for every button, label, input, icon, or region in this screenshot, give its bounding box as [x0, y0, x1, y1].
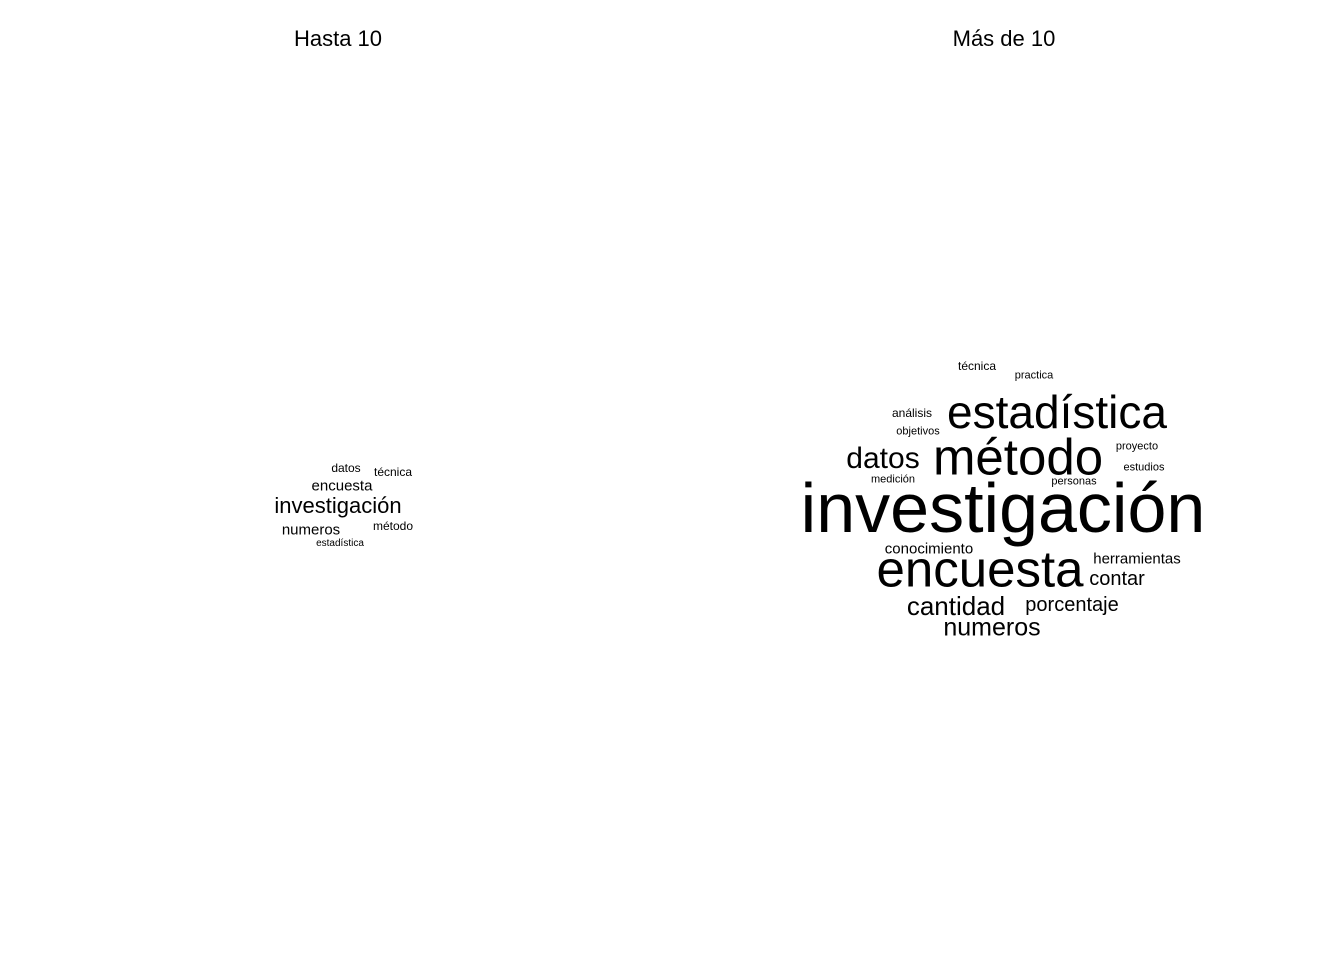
word-right-14: objetivos [896, 425, 940, 438]
word-right-1: método [932, 428, 1104, 486]
word-right-12: análisis [891, 406, 933, 420]
panel-title-left: Hasta 10 [293, 26, 383, 51]
wordcloud-left: investigación encuesta numeros datos técnica… [274, 461, 414, 549]
word-left-0: investigación [274, 493, 402, 518]
word-right-7: porcentaje [1025, 594, 1119, 616]
word-left-4: técnica [373, 465, 413, 479]
word-right-6: numeros [943, 613, 1041, 642]
word-right-2: encuesta [876, 540, 1084, 598]
wordcloud-right: investigación método encuesta estadística da… [672, 0, 1344, 960]
word-left-1: encuesta [311, 477, 373, 495]
word-right-16: estudios [1123, 461, 1165, 474]
word-right-8: contar [1089, 568, 1145, 590]
wordcloud-panel-left: Hasta 10 investigación encuesta numeros dat… [274, 26, 414, 549]
word-right-9: conocimiento [884, 540, 974, 558]
word-left-3: datos [331, 461, 361, 475]
word-left-2: numeros [281, 521, 341, 539]
word-right-10: herramientas [1093, 550, 1181, 568]
panel-title-right: Más de 10 [952, 26, 1056, 51]
word-right-13: practica [1014, 369, 1054, 382]
word-right-5: cantidad [906, 591, 1006, 621]
word-right-15: proyecto [1115, 440, 1159, 453]
word-right-18: personas [1051, 475, 1097, 488]
word-right-4: datos [846, 442, 920, 475]
word-right-17: medición [870, 473, 916, 486]
word-right-11: técnica [957, 359, 997, 373]
wordcloud-panel-right: Más de 10 investigación método encuesta est… [672, 0, 1344, 960]
word-right-0: investigación [800, 469, 1206, 547]
word-left-5: método [372, 519, 414, 533]
word-right-3: estadística [947, 386, 1167, 438]
word-left-6: estadística [316, 538, 364, 549]
